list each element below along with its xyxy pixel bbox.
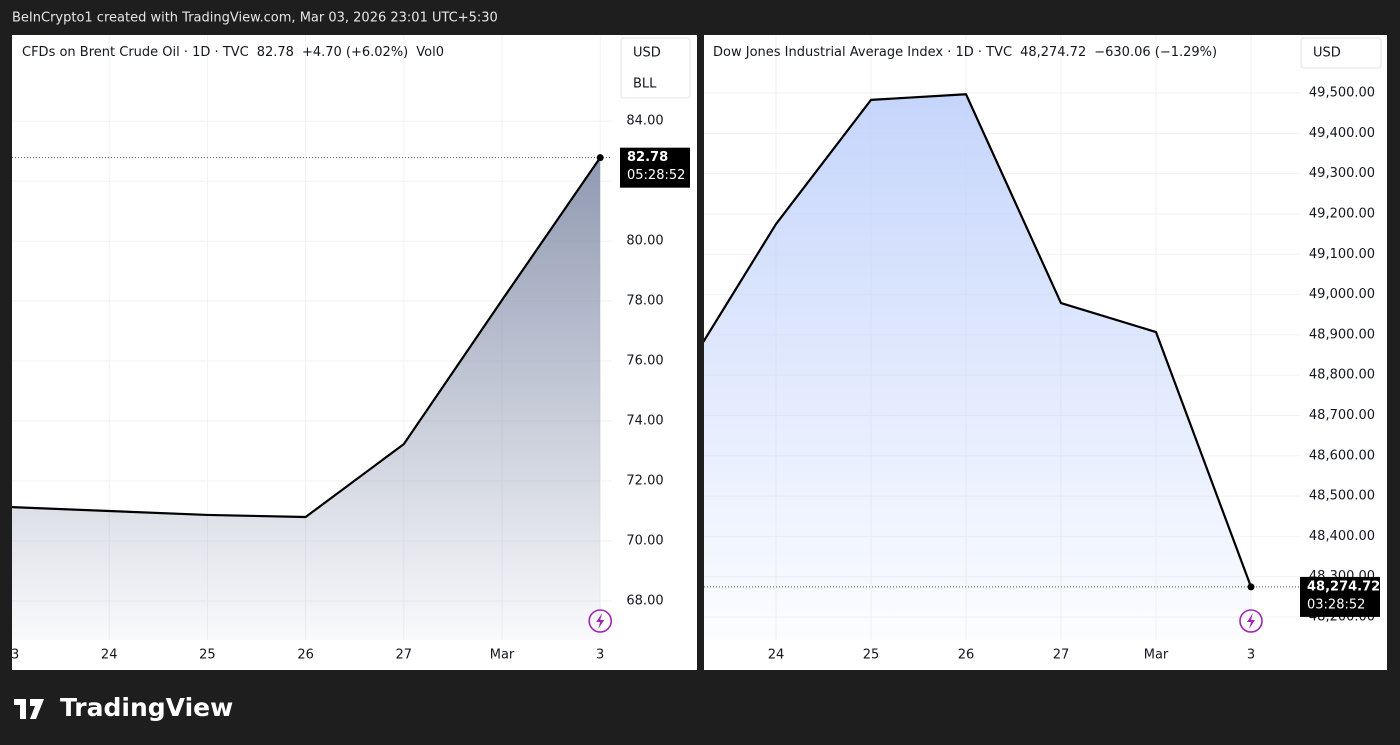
brand: TradingView (60, 693, 233, 722)
header-price: 82.78 (257, 45, 294, 60)
area-fill (12, 157, 601, 640)
alert-icon-bolt (1247, 613, 1255, 629)
chart-panel: 48,200.0048,300.0048,400.0048,500.0048,6… (704, 35, 1387, 670)
y-tick-label: 72.00 (626, 474, 663, 489)
x-tick-label: 24 (768, 648, 785, 663)
x-tick-label: 26 (297, 648, 314, 663)
last-point (596, 154, 604, 162)
y-tick-label: 48,400.00 (1309, 529, 1375, 544)
x-tick-label: 26 (958, 648, 975, 663)
chart-header: Dow Jones Industrial Average Index · 1D … (713, 45, 1217, 60)
y-tick-label: 74.00 (626, 414, 663, 429)
x-tick-label: 25 (863, 648, 880, 663)
price-label-box (620, 147, 690, 188)
price-label-box (1300, 576, 1380, 617)
chart-header: CFDs on Brent Crude Oil · 1D · TVC 82.78 +… (22, 45, 444, 60)
header-title: CFDs on Brent Crude Oil · 1D · TVC (22, 45, 249, 60)
area-fill (704, 94, 1251, 640)
header-price: 48,274.72 (1020, 45, 1086, 60)
y-tick-label: 49,000.00 (1309, 287, 1375, 302)
alert-icon (1239, 609, 1263, 633)
y-tick-label: 78.00 (626, 294, 663, 309)
logo: TradingView (14, 693, 233, 722)
last-point (1247, 583, 1255, 591)
y-tick-label: 48,500.00 (1309, 489, 1375, 504)
currency-box (1300, 37, 1382, 69)
header-change: −630.06 (−1.29%) (1094, 45, 1217, 60)
price-line (12, 157, 602, 519)
x-tick-label: 25 (199, 648, 216, 663)
header-change: +4.70 (+6.02%) (302, 45, 408, 60)
header-text: BeInCrypto1 created with TradingView.com… (12, 11, 498, 26)
y-tick-label: 48,600.00 (1309, 448, 1375, 463)
y-tick-label: 76.00 (626, 354, 663, 369)
y-tick-label: 49,100.00 (1309, 247, 1375, 262)
x-tick-label: 3 (1247, 648, 1255, 663)
x-tick-label: 27 (1053, 648, 1070, 663)
unit: BLL (633, 77, 657, 92)
countdown: 03:28:52 (1307, 597, 1365, 612)
header-volume: Vol0 (416, 45, 444, 60)
y-tick-label: 48,800.00 (1309, 368, 1375, 383)
y-tick-label: 49,300.00 (1309, 166, 1375, 181)
logo-mark (14, 699, 44, 719)
x-tick-label: 3 (596, 648, 604, 663)
y-tick-label: 49,400.00 (1309, 126, 1375, 141)
x-tick-label: Mar (1144, 648, 1169, 663)
currency: USD (1313, 46, 1341, 61)
y-tick-label: 48,900.00 (1309, 327, 1375, 342)
chart-panel: 68.0070.0072.0074.0076.0078.0080.0082.00… (3, 35, 697, 670)
alert-icon (588, 609, 613, 633)
x-tick-label: Mar (490, 648, 515, 663)
header-title: Dow Jones Industrial Average Index · 1D … (713, 45, 1012, 60)
y-tick-label: 68.00 (626, 594, 663, 609)
price-label: 48,274.72 (1307, 579, 1380, 594)
currency-box (620, 37, 691, 99)
x-tick-label: 23 (3, 648, 20, 663)
y-tick-label: 84.00 (626, 114, 663, 129)
y-tick-label: 70.00 (626, 534, 663, 549)
price-label: 82.78 (627, 150, 668, 165)
y-tick-label: 48,700.00 (1309, 408, 1375, 423)
currency: USD (633, 46, 661, 61)
alert-icon-bolt (596, 613, 605, 629)
y-tick-label: 80.00 (626, 234, 663, 249)
x-tick-label: 27 (396, 648, 413, 663)
y-tick-label: 49,500.00 (1309, 86, 1375, 101)
price-line (704, 93, 1253, 588)
countdown: 05:28:52 (627, 168, 685, 183)
y-tick-label: 49,200.00 (1309, 206, 1375, 221)
x-tick-label: 24 (101, 648, 118, 663)
